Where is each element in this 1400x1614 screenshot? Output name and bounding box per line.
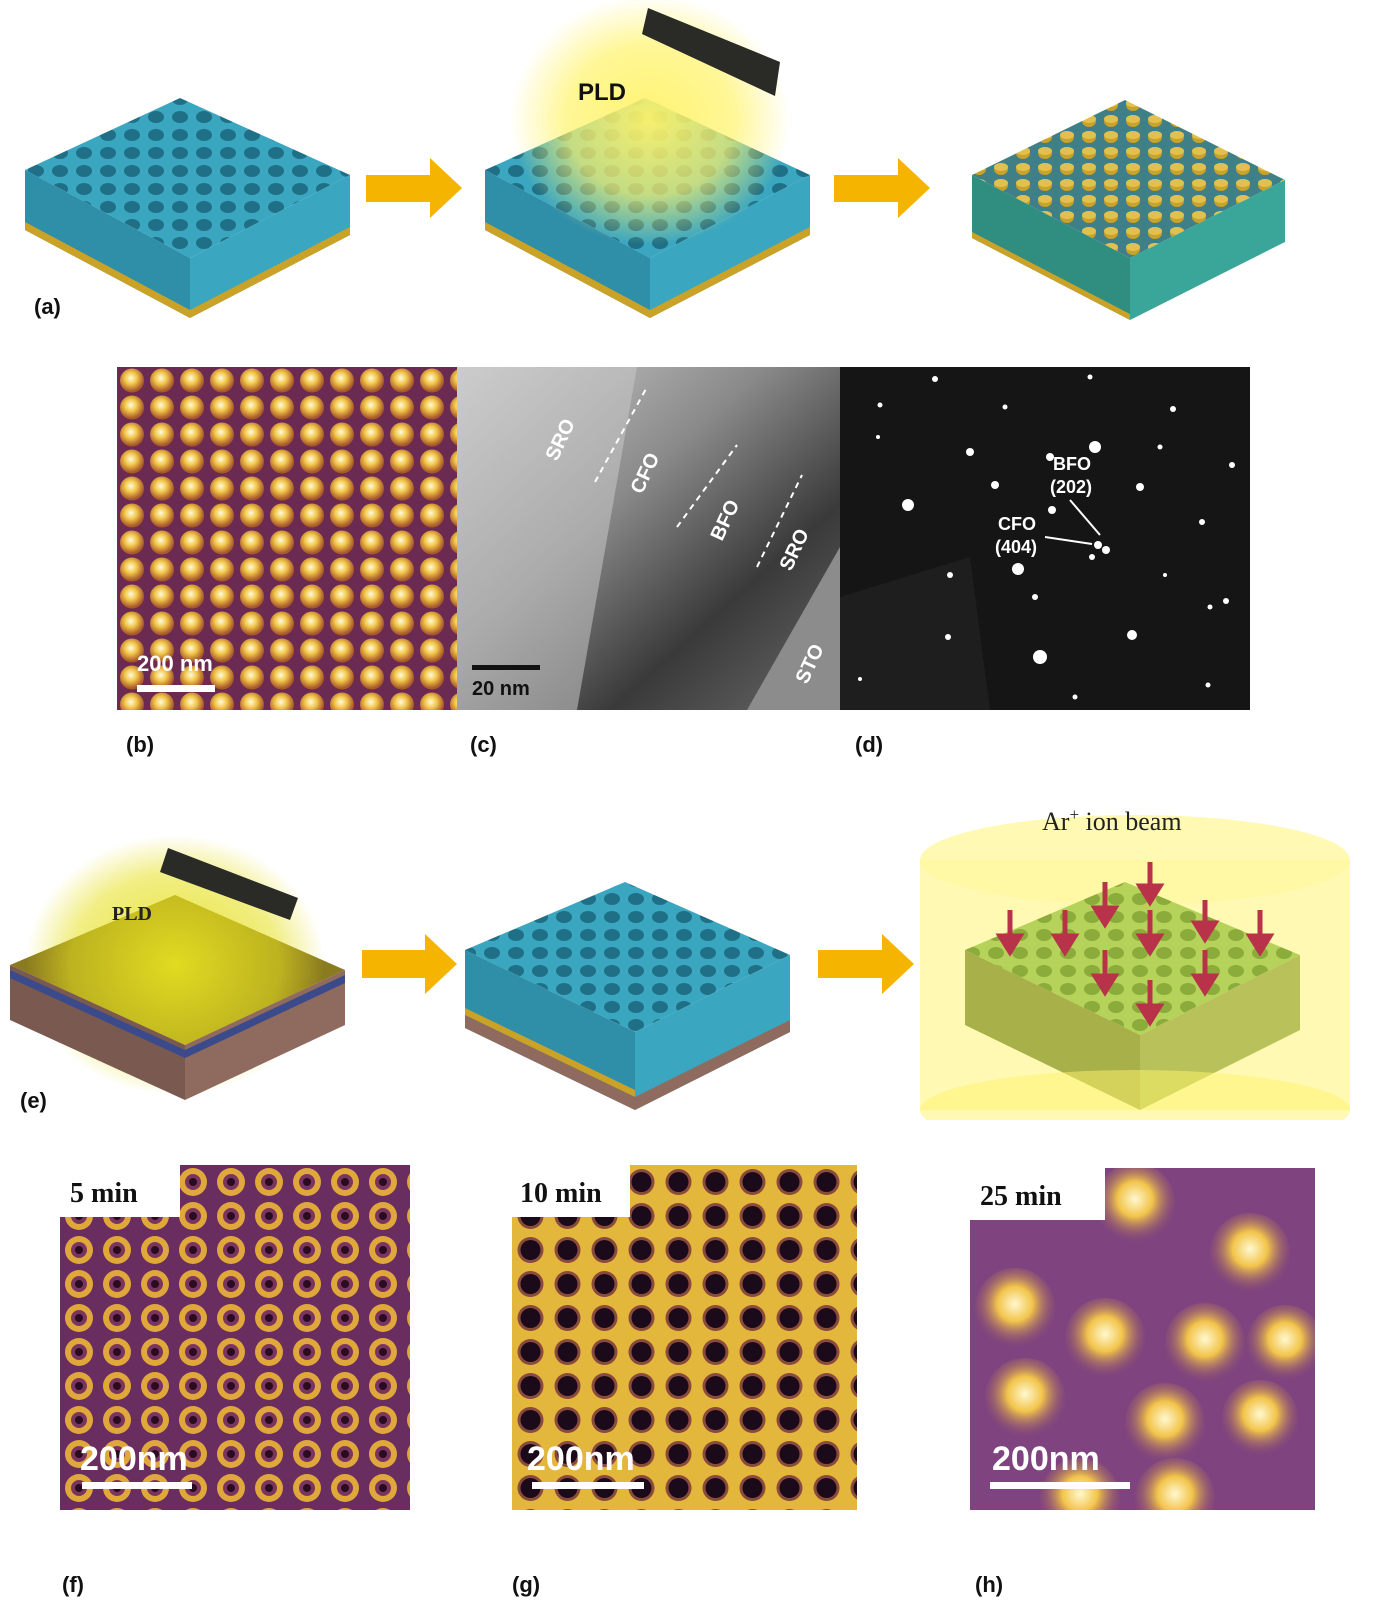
afm-image-b: 200 nm	[117, 367, 457, 710]
process-arrow-2	[834, 158, 930, 218]
scale-label-b: 200 nm	[137, 651, 213, 676]
pld-block	[485, 0, 810, 318]
template-block-1	[25, 98, 350, 318]
scale-label-c: 20 nm	[472, 678, 530, 700]
scale-bar-f	[82, 1482, 192, 1489]
panel-label-d: (d)	[855, 732, 884, 757]
nanodot-block	[972, 100, 1285, 320]
pld-target	[642, 8, 780, 96]
saed-label-cfo: CFO	[998, 514, 1036, 534]
time-label-f: 5 min	[70, 1178, 138, 1209]
pld-target-e	[160, 848, 298, 920]
process-arrow-3	[362, 934, 457, 994]
diffraction-spots	[858, 374, 1235, 700]
afm-image-f: 5 min 200nm	[60, 1165, 410, 1510]
pld-label-top: PLD	[578, 79, 626, 106]
cfo-pointer	[1044, 536, 1093, 545]
scale-label-g: 200nm	[527, 1440, 635, 1478]
scale-label-h: 200nm	[992, 1440, 1100, 1478]
saed-label-bfo-index: (202)	[1050, 477, 1092, 497]
ion-milling-block	[920, 815, 1350, 1120]
scale-bar-g	[532, 1482, 644, 1489]
saed-label-cfo-index: (404)	[995, 537, 1037, 557]
panel-label-b: (b)	[126, 732, 155, 757]
panel-label-c: (c)	[470, 732, 497, 757]
afm-image-h: 25 min 200nm	[970, 1168, 1315, 1510]
ion-beam-label: Ar+ ion beam	[1042, 805, 1182, 836]
bfo-pointer	[1069, 499, 1101, 536]
schematic-e: PLD Ar+ ion beam	[10, 805, 1350, 1120]
panel-label-g: (g)	[512, 1572, 541, 1597]
panel-label-f: (f)	[62, 1572, 84, 1597]
schematic-a: PLD	[25, 0, 1285, 320]
scale-label-f: 200nm	[80, 1440, 188, 1478]
template-block-2	[465, 882, 790, 1110]
panel-label-a: (a)	[34, 294, 61, 319]
saed-label-bfo: BFO	[1053, 454, 1091, 474]
process-arrow-1	[366, 158, 462, 218]
tem-image-c: SRO CFO BFO SRO STO 20 nm	[457, 367, 840, 710]
saed-image-d: BFO (202) CFO (404)	[840, 367, 1250, 710]
ion-arrows	[995, 862, 1275, 1027]
afm-dots-h	[975, 1168, 1315, 1510]
panel-label-h: (h)	[975, 1572, 1004, 1597]
time-label-h: 25 min	[980, 1181, 1062, 1212]
pld-label-bottom: PLD	[112, 903, 152, 925]
scale-bar-b	[137, 685, 215, 692]
time-label-g: 10 min	[520, 1178, 602, 1209]
film-block	[10, 835, 345, 1100]
scale-bar-h	[990, 1482, 1130, 1489]
process-arrow-4	[818, 934, 914, 994]
scale-bar-c	[472, 665, 540, 670]
afm-image-g: 10 min 200nm	[512, 1165, 857, 1510]
panel-label-e: (e)	[20, 1088, 47, 1113]
